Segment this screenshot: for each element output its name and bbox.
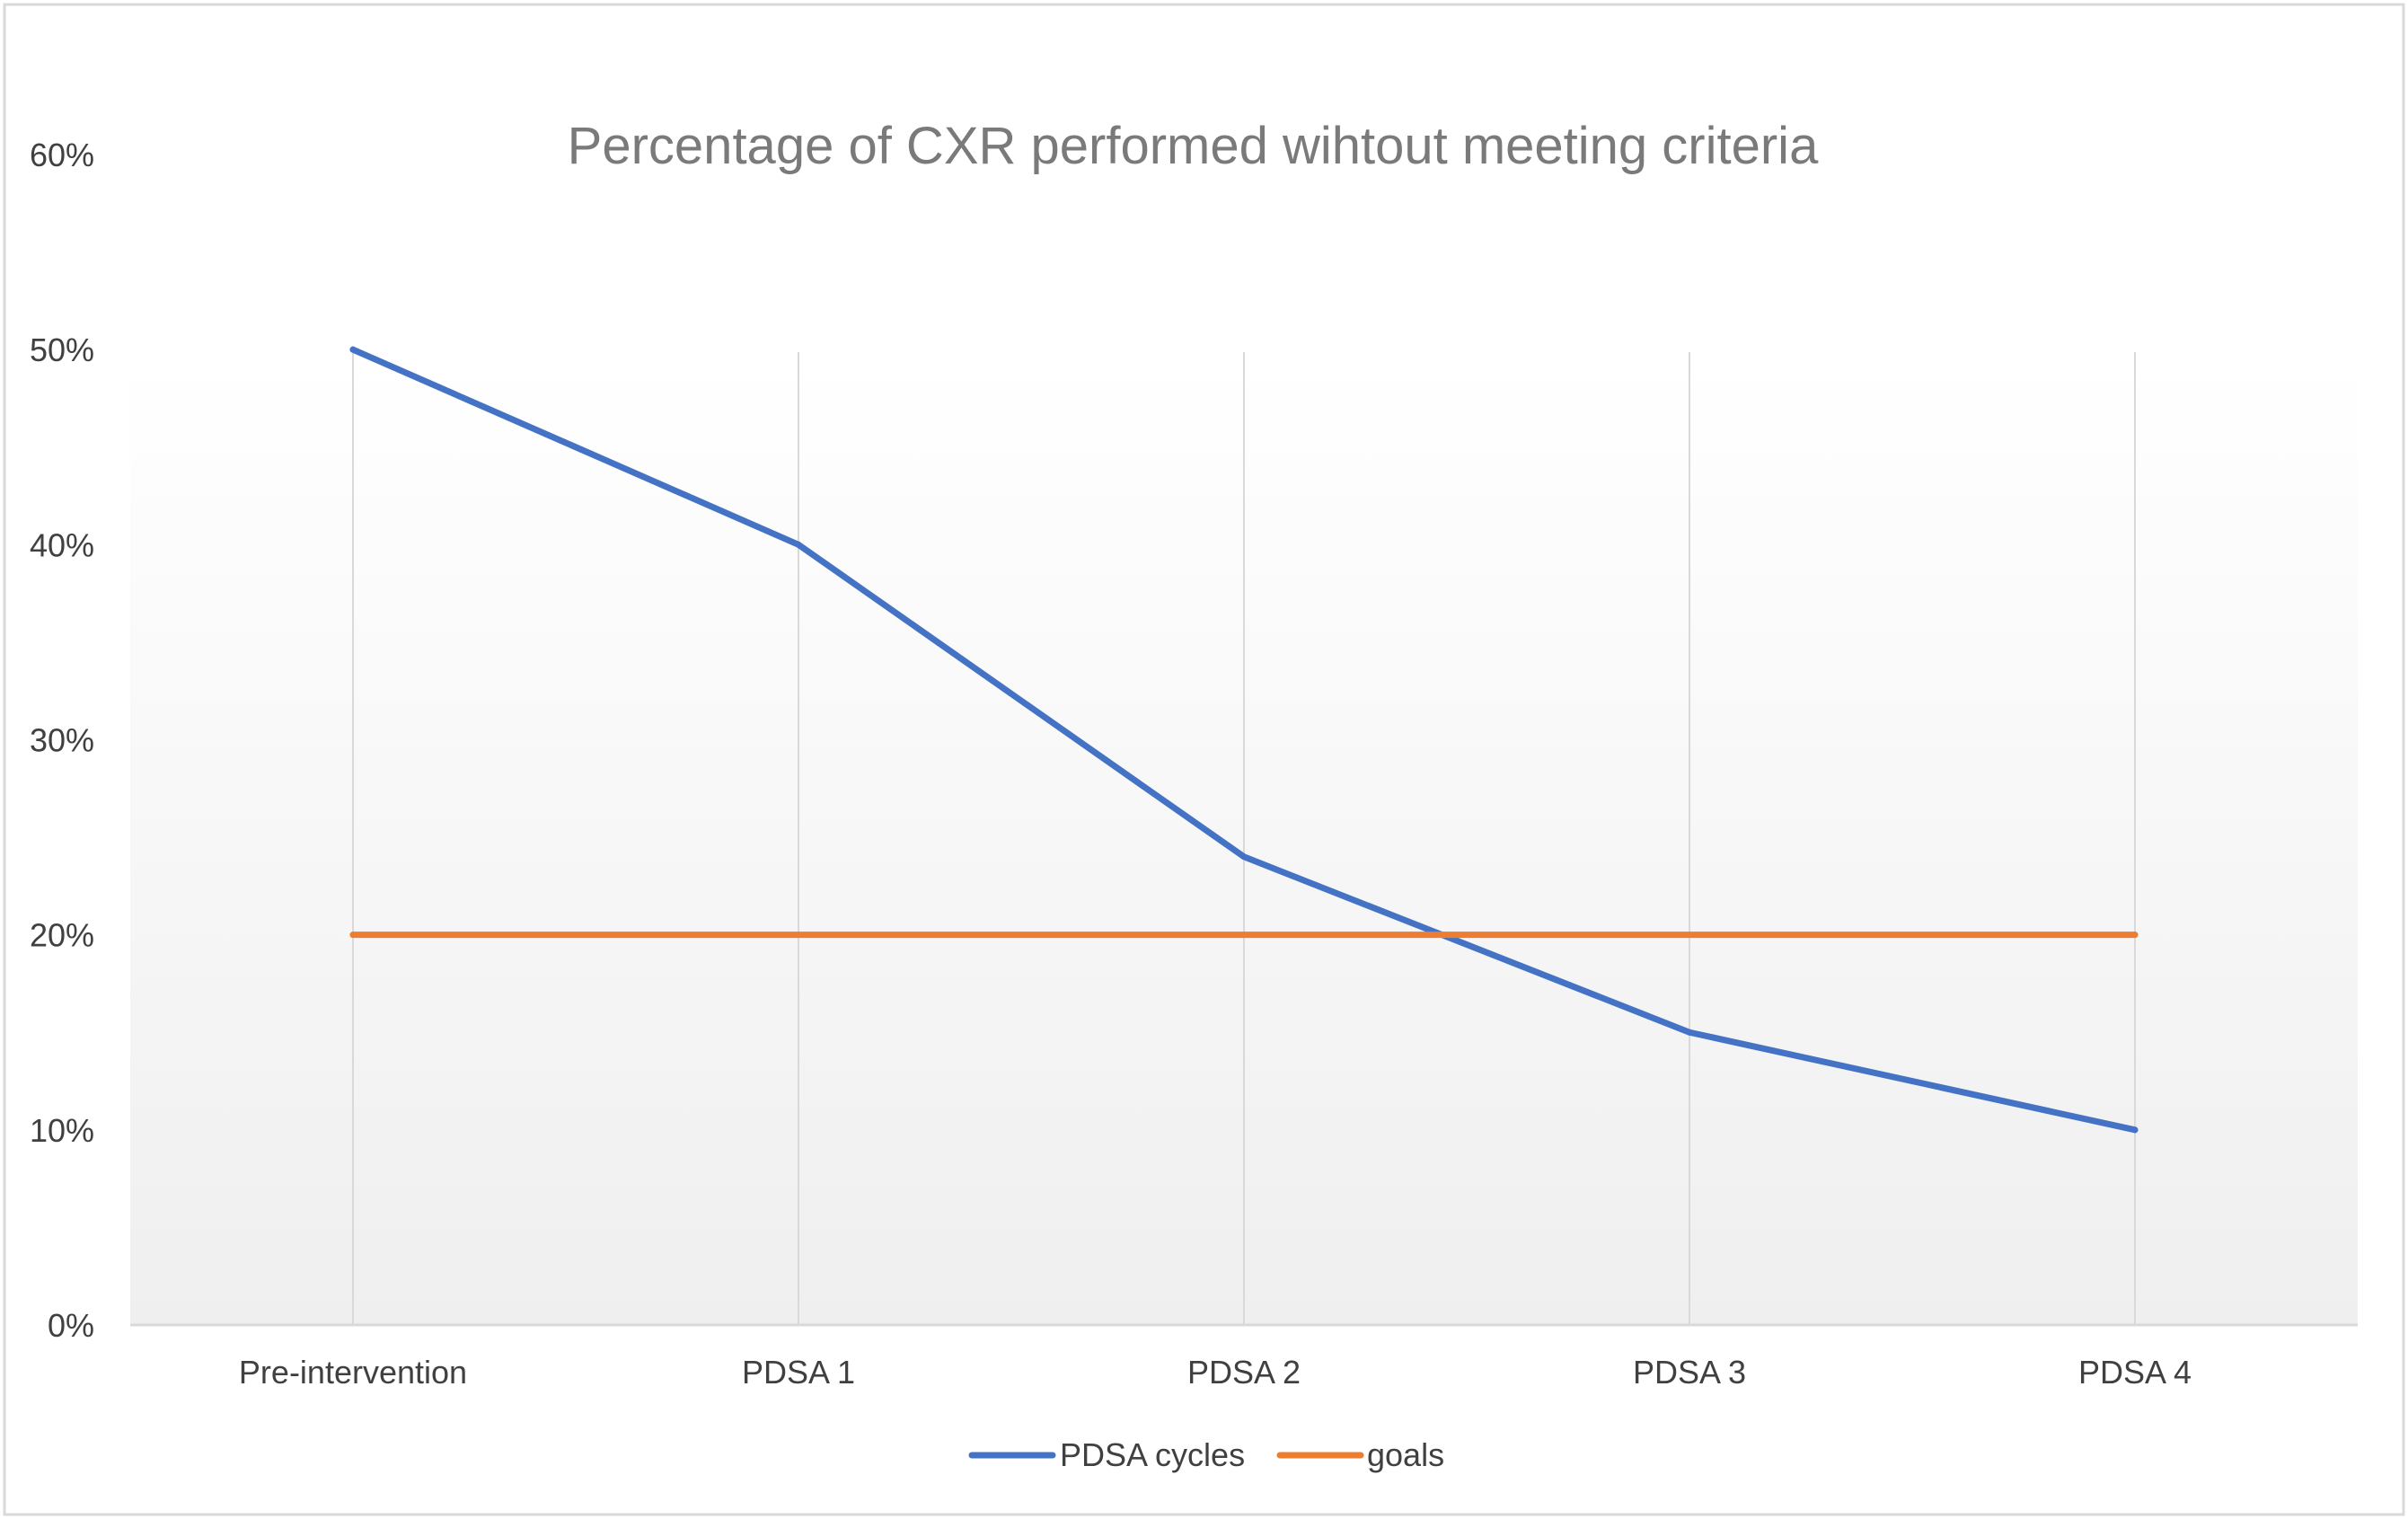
y-tick-label: 40% — [30, 526, 94, 563]
x-tick-label: Pre-intervention — [239, 1354, 467, 1391]
x-tick-label: PDSA 3 — [1633, 1354, 1746, 1391]
y-tick-label: 20% — [30, 917, 94, 954]
gridlines — [352, 352, 2136, 1325]
data-point — [795, 932, 802, 939]
data-point — [349, 932, 357, 939]
data-point — [1686, 932, 1693, 939]
x-tick-label: PDSA 2 — [1187, 1354, 1301, 1391]
x-tick-label: PDSA 1 — [742, 1354, 855, 1391]
data-point — [2131, 932, 2139, 939]
data-point — [1686, 1029, 1693, 1036]
legend: PDSA cycles goals — [968, 1436, 1444, 1473]
data-point — [2131, 1126, 2139, 1134]
data-point — [1240, 932, 1248, 939]
legend-label: goals — [1367, 1436, 1444, 1473]
legend-item: goals — [1276, 1436, 1444, 1473]
y-tick-label: 60% — [30, 137, 94, 173]
x-tick-label: PDSA 4 — [2078, 1354, 2192, 1391]
legend-item: PDSA cycles — [968, 1436, 1245, 1473]
data-point — [795, 541, 802, 548]
axes: 0% 10% 20% 30% 40% 50% 60% Pre-intervention PDSA… — [30, 137, 2358, 1391]
y-tick-label: 0% — [48, 1307, 94, 1344]
legend-label: PDSA cycles — [1060, 1436, 1245, 1473]
y-tick-label: 30% — [30, 722, 94, 759]
y-tick-label: 50% — [30, 331, 94, 368]
y-tick-label: 10% — [30, 1112, 94, 1149]
chart-title: Percentage of CXR performed wihtout meet… — [568, 117, 1819, 175]
series-lines — [349, 346, 2139, 1134]
data-point — [1240, 853, 1248, 861]
data-point — [349, 346, 357, 353]
